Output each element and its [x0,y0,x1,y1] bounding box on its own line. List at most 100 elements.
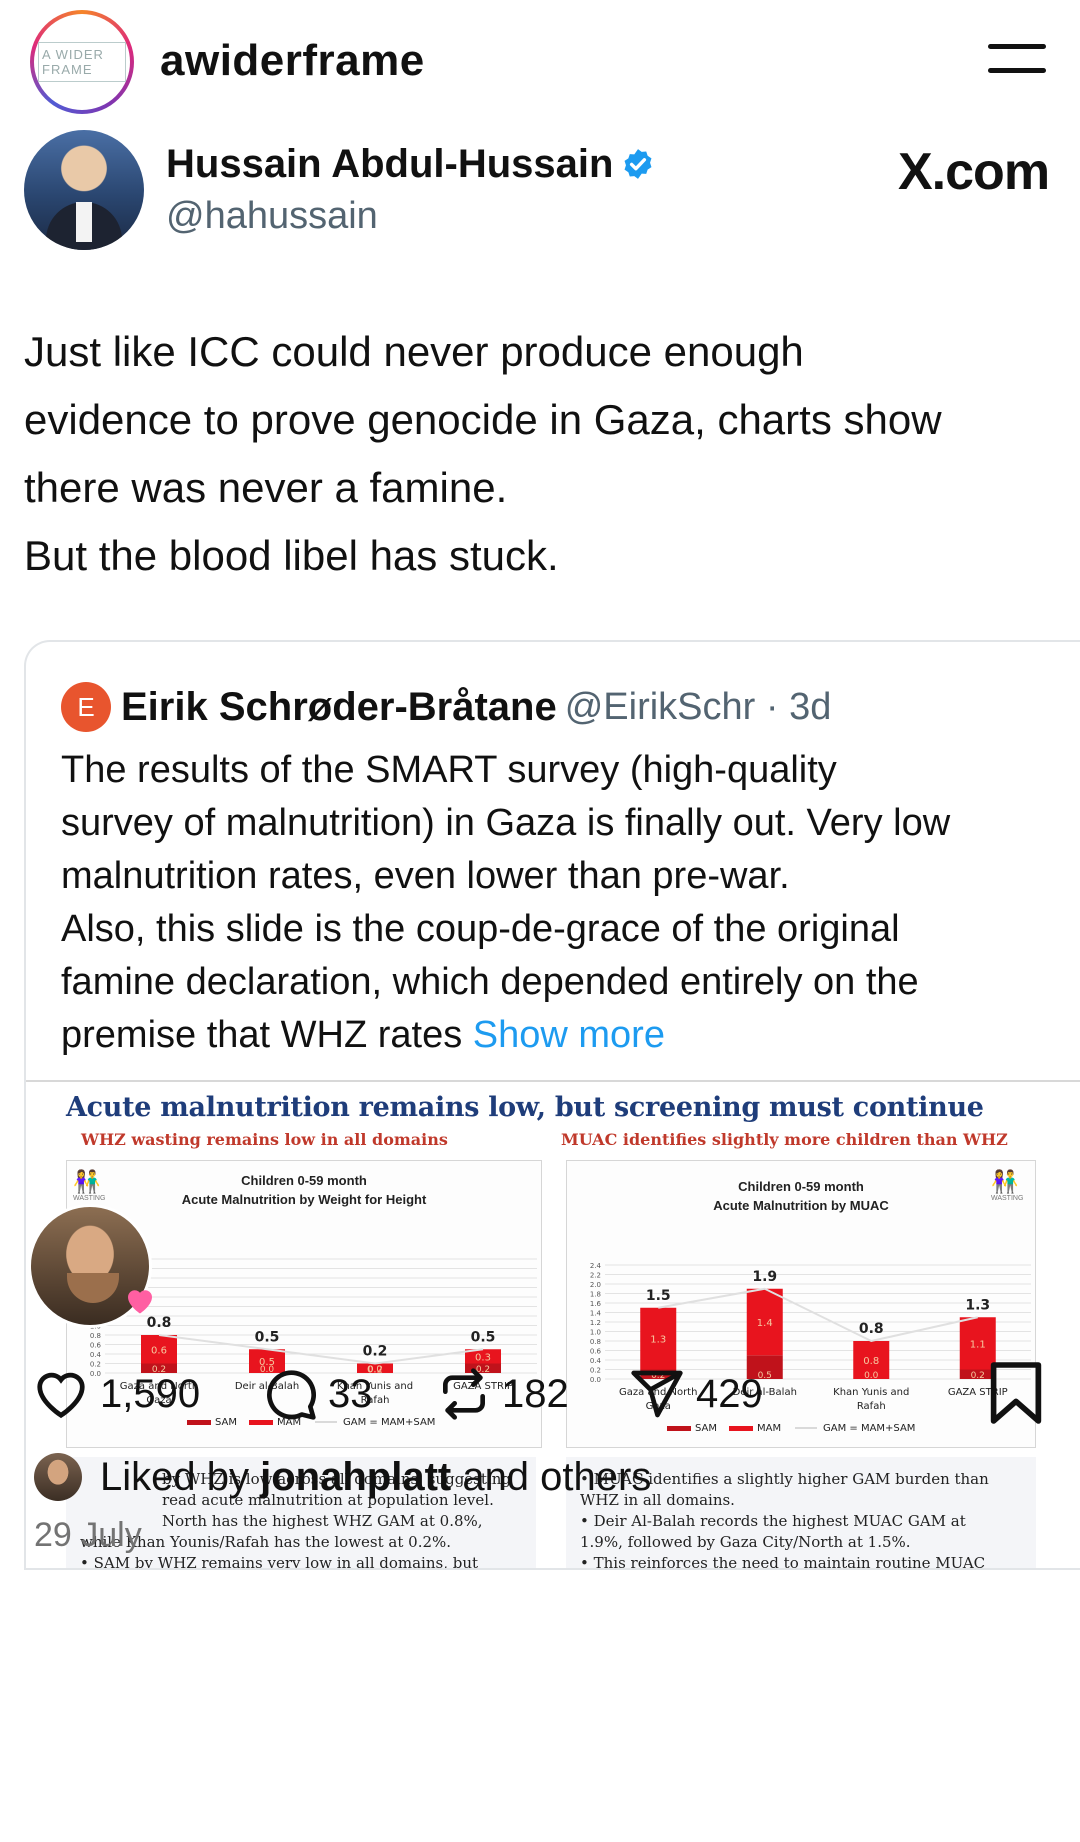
sam-bar [465,1363,501,1373]
mam-bar [465,1349,501,1364]
tweet-author-avatar [24,130,144,250]
slide-left-subtitle: WHZ wasting remains low in all domains [81,1130,448,1149]
quoted-line: The results of the SMART survey (high-qu… [61,749,837,791]
comment-icon [267,1370,317,1420]
mam-bar [746,1288,783,1356]
bookmark-icon[interactable] [988,1362,1044,1424]
y-tick-label: 0.0 [590,1376,601,1384]
like-button[interactable]: 1,590 [32,1362,200,1426]
legend-mam-label: MAM [757,1423,781,1434]
note-line: read acute malnutrition at population le… [162,1491,494,1509]
muac-findings-note: • MUAC identifies a slightly higher GAM … [566,1457,1036,1568]
legend-gam-label: GAM = MAM+SAM [823,1423,915,1434]
category-label: Gaza [646,1401,671,1412]
quoted-line: malnutrition rates, even lower than pre-… [61,855,790,897]
sam-value-label: 0.2 [971,1371,985,1381]
whz-title-line2: Acute Malnutrition by Weight for Height [181,1192,427,1207]
y-tick-label: 1.4 [590,1310,602,1318]
slide-title: Acute malnutrition remains low, but scre… [66,1092,984,1123]
tweet-line: Just like ICC could never produce enough [24,328,804,375]
y-tick-label: 0.8 [90,1332,101,1340]
mam-bar [249,1349,285,1373]
note-line: • MUAC identifies a slightly higher GAM … [580,1470,989,1488]
mam-bar [853,1341,890,1379]
heart-icon [37,1372,85,1419]
quoted-author-name: Eirik Schrøder-Bråtane [121,684,557,729]
comment-button[interactable]: 33 [262,1362,373,1426]
note-line: • Deir Al-Balah records the highest MUAC… [580,1512,966,1530]
children-icon: 👫 WASTING [73,1169,106,1202]
y-tick-label: 0.6 [90,1342,102,1350]
mam-value-label: 1.3 [650,1335,666,1346]
gam-value-label: 0.8 [147,1315,172,1331]
note-line: by WHZ is low across all domains, sugges… [162,1470,511,1488]
whz-findings-note: by WHZ is low across all domains, sugges… [66,1457,536,1568]
category-label: Deir al-Balah [733,1387,797,1398]
quoted-tweet-card[interactable]: E Eirik Schrøder-Bråtane @EirikSchr · 3d T… [24,640,1080,1570]
category-label: Rafah [361,1395,390,1406]
mam-value-label: 1.4 [757,1318,773,1329]
y-tick-label: 0.6 [590,1348,602,1356]
show-more-link[interactable]: Show more [472,1014,665,1056]
liked-by-user[interactable]: jonahplatt [260,1454,452,1499]
story-reply-avatar[interactable] [28,1204,152,1328]
y-tick-label: 2.0 [590,1281,601,1289]
category-label: Gaza and North [619,1387,697,1398]
y-tick-label: 2.4 [590,1262,602,1270]
category-label: Khan Yunis and [337,1381,413,1392]
icon-label: WASTING [991,1195,1024,1202]
gam-value-label: 0.5 [255,1329,280,1345]
y-tick-label: 1.8 [590,1291,601,1299]
legend-mam-label: MAM [277,1417,301,1428]
mam-bar [640,1307,677,1370]
heart-sticker-icon [128,1290,152,1314]
mam-value-label: 0.5 [259,1357,275,1368]
legend-sam-swatch [187,1420,211,1425]
mam-bar [141,1335,177,1364]
legend-mam-swatch [249,1420,273,1425]
share-button[interactable]: 429 [628,1362,763,1426]
post-actions-bar: 1,590 33 182 429 [0,1362,1080,1432]
category-label: Gaza and North [120,1381,198,1392]
share-count: 429 [696,1371,763,1416]
children-icon: 👫 WASTING [991,1169,1024,1202]
repost-button[interactable]: 182 [436,1362,569,1426]
account-avatar[interactable]: A WIDER FRAME [30,10,134,114]
tweet-author-handle: @hahussain [166,195,378,237]
liked-by-text: Liked by jonahplatt and others [100,1455,651,1500]
category-label: GAZA STRIP [948,1387,1008,1398]
tweet-line: evidence to prove genocide in Gaza, char… [24,396,942,443]
gam-value-label: 1.9 [752,1269,777,1285]
category-label: Gaza [146,1395,171,1406]
send-icon [631,1370,683,1418]
quoted-tweet-header: E Eirik Schrøder-Bråtane @EirikSchr · 3d [61,682,832,732]
quoted-author-handle: @EirikSchr · 3d [564,685,832,728]
gam-series-line [158,1334,484,1365]
category-label: Rafah [857,1401,886,1412]
y-tick-label: 0.8 [590,1338,601,1346]
tweet-line: there was never a famine. [24,464,508,511]
like-count: 1,590 [100,1371,201,1416]
y-tick-label: 1.2 [590,1319,601,1327]
sam-value-label: 0.0 [260,1365,275,1375]
mam-value-label: 0.3 [475,1352,491,1363]
quoted-line: survey of malnutrition) in Gaza is final… [61,802,951,844]
muac-chart-title: Children 0-59 month Acute Malnutrition by… [567,1177,1035,1215]
y-tick-label: 0.2 [90,1361,101,1369]
whz-title-line1: Children 0-59 month [241,1173,367,1188]
legend-gam-label: GAM = MAM+SAM [343,1417,435,1428]
mam-value-label: 1.1 [970,1339,986,1350]
sam-bar [746,1355,783,1379]
note-line: 1.9%, followed by Gaza City/North at 1.5… [580,1533,911,1551]
account-username[interactable]: awiderframe [160,36,425,85]
survey-slide-image[interactable]: Acute malnutrition remains low, but scre… [26,1080,1080,1568]
menu-icon[interactable] [988,44,1046,78]
liked-by-row[interactable]: Liked by jonahplatt and others [34,1452,651,1502]
quoted-tweet-text: The results of the SMART survey (high-qu… [61,744,1071,1062]
mam-bar [357,1363,393,1373]
sam-value-label: 0.2 [152,1365,166,1375]
tweet-author-name: Hussain Abdul-Hussain [166,142,655,187]
slide-right-subtitle: MUAC identifies slightly more children t… [561,1130,1008,1149]
sam-value-label: 0.2 [651,1371,665,1381]
liker-avatar [34,1453,82,1501]
